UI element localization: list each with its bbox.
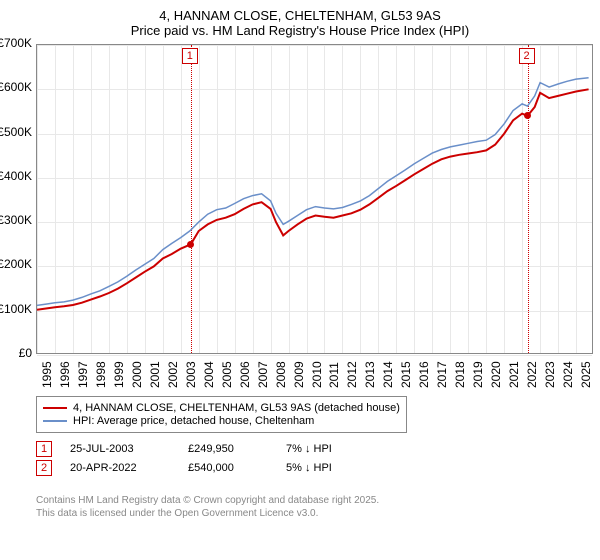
ytick-label: £0 — [0, 346, 32, 360]
legend-swatch — [43, 420, 67, 422]
xtick-label: 2012 — [345, 361, 359, 388]
sale-row: 1 25-JUL-2003 £249,950 7% ↓ HPI — [36, 441, 332, 457]
sale-date: 20-APR-2022 — [70, 462, 170, 474]
chart-area — [36, 44, 593, 354]
sale-index-box: 2 — [36, 460, 52, 476]
xtick-label: 2004 — [202, 361, 216, 388]
legend-item: 4, HANNAM CLOSE, CHELTENHAM, GL53 9AS (d… — [43, 402, 400, 414]
xtick-label: 2013 — [363, 361, 377, 388]
xtick-label: 2005 — [220, 361, 234, 388]
xtick-label: 2017 — [435, 361, 449, 388]
sale-delta: 5% ↓ HPI — [286, 462, 332, 474]
xtick-label: 2003 — [184, 361, 198, 388]
event-marker: 1 — [182, 48, 198, 64]
event-marker: 2 — [519, 48, 535, 64]
xtick-label: 2022 — [525, 361, 539, 388]
sale-price: £540,000 — [188, 462, 268, 474]
xtick-label: 2009 — [292, 361, 306, 388]
xtick-label: 1996 — [58, 361, 72, 388]
footer-line1: Contains HM Land Registry data © Crown c… — [36, 494, 379, 507]
xtick-label: 1995 — [40, 361, 54, 388]
ytick-label: £500K — [0, 125, 32, 139]
legend: 4, HANNAM CLOSE, CHELTENHAM, GL53 9AS (d… — [36, 396, 407, 433]
legend-label: 4, HANNAM CLOSE, CHELTENHAM, GL53 9AS (d… — [73, 402, 400, 414]
sale-price: £249,950 — [188, 443, 268, 455]
ytick-label: £200K — [0, 257, 32, 271]
xtick-label: 2000 — [130, 361, 144, 388]
xtick-label: 2002 — [166, 361, 180, 388]
xtick-label: 2020 — [489, 361, 503, 388]
series-hpi — [37, 78, 589, 306]
chart-title: 4, HANNAM CLOSE, CHELTENHAM, GL53 9AS Pr… — [0, 0, 600, 40]
xtick-label: 2008 — [274, 361, 288, 388]
xtick-label: 2015 — [399, 361, 413, 388]
xtick-label: 2019 — [471, 361, 485, 388]
ytick-label: £600K — [0, 80, 32, 94]
ytick-label: £700K — [0, 36, 32, 50]
sale-date: 25-JUL-2003 — [70, 443, 170, 455]
xtick-label: 2007 — [256, 361, 270, 388]
xtick-label: 1998 — [94, 361, 108, 388]
xtick-label: 2011 — [327, 362, 341, 388]
series-svg — [37, 45, 594, 355]
legend-label: HPI: Average price, detached house, Chel… — [73, 415, 314, 427]
xtick-label: 2016 — [417, 361, 431, 388]
title-subtitle: Price paid vs. HM Land Registry's House … — [0, 23, 600, 38]
sale-index-box: 1 — [36, 441, 52, 457]
xtick-label: 2014 — [381, 361, 395, 388]
xtick-label: 2024 — [561, 361, 575, 388]
xtick-label: 1999 — [112, 361, 126, 388]
xtick-label: 2010 — [310, 361, 324, 388]
xtick-label: 2018 — [453, 361, 467, 388]
grid-h — [37, 355, 592, 356]
legend-swatch — [43, 407, 67, 409]
xtick-label: 1997 — [76, 361, 90, 388]
xtick-label: 2006 — [238, 361, 252, 388]
sale-row: 2 20-APR-2022 £540,000 5% ↓ HPI — [36, 460, 332, 476]
footer-line2: This data is licensed under the Open Gov… — [36, 507, 379, 520]
sales-table: 1 25-JUL-2003 £249,950 7% ↓ HPI 2 20-APR-2022… — [36, 438, 332, 479]
ytick-label: £300K — [0, 213, 32, 227]
sale-delta: 7% ↓ HPI — [286, 443, 332, 455]
xtick-label: 2021 — [507, 361, 521, 388]
ytick-label: £400K — [0, 169, 32, 183]
footer: Contains HM Land Registry data © Crown c… — [36, 494, 379, 520]
xtick-label: 2001 — [148, 361, 162, 388]
title-address: 4, HANNAM CLOSE, CHELTENHAM, GL53 9AS — [0, 8, 600, 23]
ytick-label: £100K — [0, 302, 32, 316]
xtick-label: 2025 — [579, 361, 593, 388]
legend-item: HPI: Average price, detached house, Chel… — [43, 415, 400, 427]
xtick-label: 2023 — [543, 361, 557, 388]
